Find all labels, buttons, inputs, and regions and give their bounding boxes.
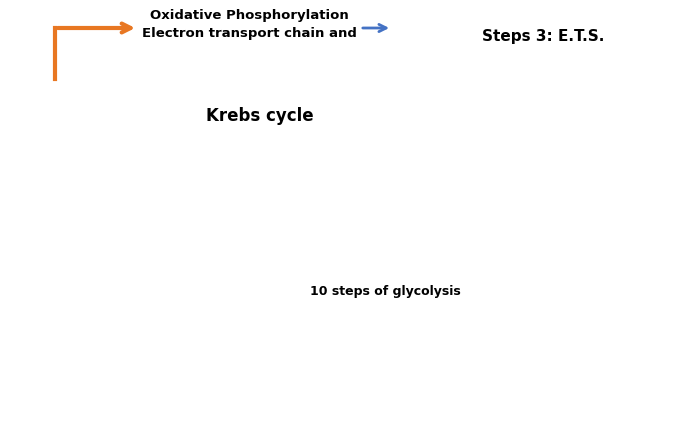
Text: Pyruvate: Pyruvate [205, 284, 283, 298]
Text: 2: 2 [466, 254, 474, 264]
Bar [0, 59, 675, 274]
Text: OUTLINE:: OUTLINE: [6, 396, 92, 412]
Text: Steps 3: E.T.S.: Steps 3: E.T.S. [482, 28, 604, 44]
Text: Steps 2: Krebs cycle: Steps 2: Krebs cycle [490, 253, 658, 268]
Text: 2: 2 [393, 134, 401, 144]
Text: Oxidative Phosphorylation: Oxidative Phosphorylation [150, 9, 348, 22]
Text: 2FADH: 2FADH [18, 84, 74, 100]
Text: 4ATP + 2NADH: 4ATP + 2NADH [326, 329, 453, 343]
FancyArrow shape [254, 302, 267, 362]
Text: Steps 1: Glycolysis: Steps 1: Glycolysis [479, 365, 639, 379]
Text: 2NADH+ CO: 2NADH+ CO [365, 259, 468, 273]
Text: 10 steps of glycolysis: 10 steps of glycolysis [310, 285, 460, 298]
Text: 8NADH: 8NADH [18, 137, 78, 151]
Text: 2: 2 [76, 80, 84, 90]
Text: 2ATP: 2ATP [118, 329, 161, 343]
Bar [452, 22, 634, 50]
FancyArrow shape [254, 48, 267, 74]
Text: Electron transport chain and: Electron transport chain and [142, 28, 356, 41]
Ellipse shape [175, 75, 345, 157]
Text: 2ATP: 2ATP [362, 84, 405, 100]
Bar [454, 358, 664, 386]
Bar [478, 246, 670, 274]
Bar [0, 392, 675, 424]
Text: Net Harvest= 38 ATP: Net Harvest= 38 ATP [444, 3, 624, 19]
Text: Acetyl-CoA: Acetyl-CoA [210, 201, 303, 217]
Text: 3 Steps of Cellular Respiration: 3 Steps of Cellular Respiration [75, 394, 410, 413]
Text: Glucose: Glucose [226, 365, 294, 379]
Text: 4CO: 4CO [362, 139, 397, 153]
FancyArrow shape [254, 226, 267, 282]
Text: Krebs cycle: Krebs cycle [206, 107, 314, 125]
Bar [0, 0, 675, 59]
FancyArrow shape [254, 156, 267, 198]
Text: 34ATP: 34ATP [396, 19, 454, 37]
Text: (Net= 2ATP): (Net= 2ATP) [460, 337, 556, 351]
Bar [0, 274, 675, 392]
